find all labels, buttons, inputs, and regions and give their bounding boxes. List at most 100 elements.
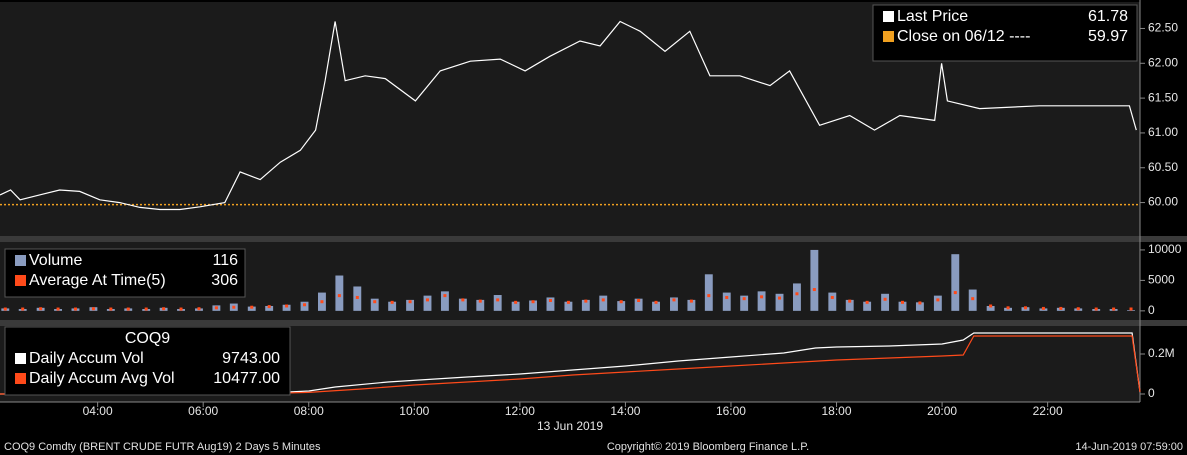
average-dot — [232, 305, 236, 309]
average-dot — [514, 300, 518, 304]
volume-bar — [1004, 307, 1013, 311]
volume-bar — [529, 300, 538, 311]
average-dot — [672, 298, 676, 302]
average-dot — [689, 299, 693, 303]
average-dot — [778, 296, 782, 300]
legend-swatch — [883, 31, 894, 42]
x-tick-label: 08:00 — [294, 404, 324, 418]
average-dot — [795, 292, 799, 296]
volume-bar — [828, 292, 837, 311]
volume-bar — [757, 291, 766, 311]
average-dot — [584, 299, 588, 303]
average-dot — [901, 300, 904, 304]
average-dot — [760, 295, 764, 299]
volume-bar — [476, 299, 485, 311]
legend-title: COQ9 — [125, 330, 170, 347]
average-dot — [126, 307, 130, 311]
volume-bar — [265, 305, 274, 311]
separator — [0, 236, 1187, 242]
legend-swatch — [883, 11, 894, 22]
volume-bar — [1127, 310, 1135, 311]
legend-label: Daily Accum Vol — [29, 350, 144, 367]
average-dot — [619, 300, 623, 304]
x-tick-label: 12:00 — [505, 404, 535, 418]
volume-bar — [810, 249, 819, 311]
legend-swatch — [15, 353, 26, 364]
average-dot — [971, 297, 975, 301]
average-dot — [1112, 307, 1116, 311]
average-dot — [109, 307, 113, 311]
average-dot — [461, 298, 465, 302]
volume-bar — [599, 295, 608, 311]
volume-bar — [370, 298, 379, 311]
average-dot — [285, 304, 289, 308]
volume-bar — [388, 301, 397, 311]
volume-bar — [652, 301, 660, 311]
average-dot — [725, 295, 729, 299]
average-dot — [812, 288, 816, 292]
volume-bar — [986, 305, 995, 311]
average-dot — [162, 307, 166, 311]
y-tick-label: 62.00 — [1148, 55, 1178, 69]
average-dot — [39, 307, 43, 311]
average-dot — [337, 294, 341, 298]
y-tick-label: 0 — [1148, 303, 1155, 317]
y-tick-label: 10000 — [1148, 242, 1182, 256]
y-tick-label: 5000 — [1148, 273, 1175, 287]
legend-label: Close on 06/12 ---- — [897, 28, 1030, 45]
volume-bar — [440, 291, 449, 311]
volume-bar — [282, 304, 291, 311]
average-dot — [443, 294, 447, 298]
x-tick-label: 14:00 — [610, 404, 640, 418]
average-dot — [73, 307, 77, 311]
x-axis-label: 13 Jun 2019 — [537, 419, 603, 433]
legend-value: 61.78 — [1088, 8, 1128, 25]
average-dot — [637, 299, 641, 302]
volume-bar — [792, 283, 801, 311]
legend-value: 9743.00 — [222, 350, 280, 367]
x-tick-label: 04:00 — [83, 404, 113, 418]
line — [0, 335, 1141, 395]
average-dot — [91, 307, 95, 311]
volume-bar — [775, 293, 784, 311]
average-dot — [601, 298, 605, 302]
legend-label: Volume — [29, 252, 82, 269]
y-tick-label: 0 — [1148, 386, 1155, 400]
average-dot — [953, 291, 957, 295]
y-tick-label: 61.50 — [1148, 90, 1178, 104]
separator — [0, 320, 1187, 326]
legend-swatch — [15, 373, 26, 384]
average-dot — [56, 307, 60, 311]
y-tick-label: 0.2M — [1148, 346, 1175, 360]
average-dot — [355, 295, 359, 299]
volume-bar — [968, 289, 977, 311]
volume-bar — [406, 299, 415, 311]
average-dot — [408, 300, 412, 304]
volume-bar — [951, 254, 960, 311]
volume-bar — [881, 293, 890, 311]
legend-label: Daily Accum Avg Vol — [29, 370, 175, 387]
volume-bar — [933, 295, 942, 311]
x-tick-label: 20:00 — [927, 404, 957, 418]
average-dot — [373, 300, 377, 304]
average-dot — [1129, 307, 1133, 311]
volume-bar — [546, 297, 555, 311]
average-dot — [250, 305, 254, 309]
volume-bar — [511, 301, 520, 311]
line — [0, 20, 1137, 211]
average-dot — [3, 307, 7, 311]
y-tick-label: 62.50 — [1148, 21, 1178, 35]
footer-center: Copyright© 2019 Bloomberg Finance L.P. — [607, 441, 809, 453]
volume-bar — [634, 298, 643, 311]
average-dot — [1041, 306, 1045, 310]
average-dot — [918, 301, 922, 305]
line — [0, 332, 1141, 395]
average-dot — [936, 298, 940, 302]
x-tick-label: 22:00 — [1033, 404, 1063, 418]
y-tick-label: 61.00 — [1148, 125, 1178, 139]
average-dot — [426, 298, 429, 302]
average-dot — [848, 299, 852, 303]
legend-value: 306 — [211, 272, 238, 289]
average-dot — [989, 304, 993, 308]
